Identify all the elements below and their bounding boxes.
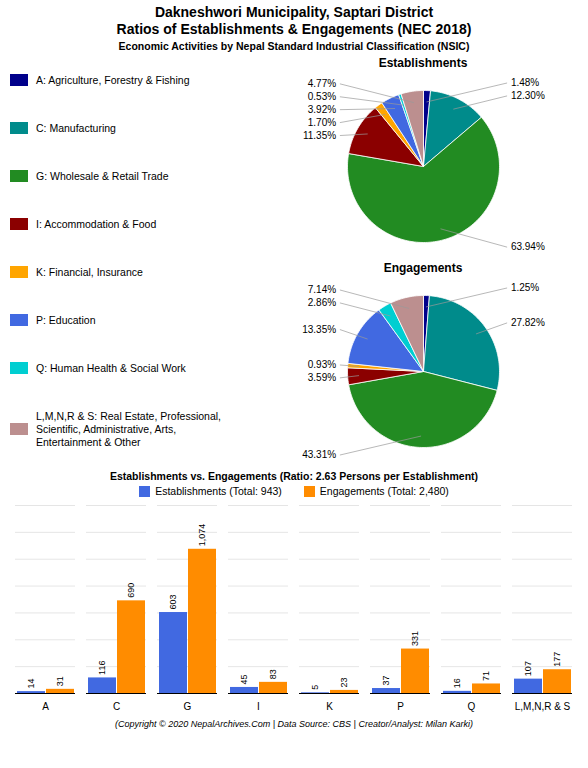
html-text:G: Wholesale & Retail Trade: G: Wholesale & Retail Trade	[36, 169, 169, 182]
svg-text:P: P	[397, 701, 404, 712]
svg-text:177: 177	[552, 652, 562, 667]
svg-text:690: 690	[126, 583, 136, 598]
svg-text:1,074: 1,074	[197, 524, 207, 547]
svg-text:43.31%: 43.31%	[302, 449, 336, 460]
svg-text:C: C	[113, 701, 120, 712]
svg-text:1.70%: 1.70%	[308, 117, 336, 128]
svg-text:107: 107	[523, 661, 533, 676]
svg-text:37: 37	[381, 676, 391, 686]
svg-text:83: 83	[268, 669, 278, 679]
html-text:(Copyright © 2020 NepalArchive: (Copyright © 2020 NepalArchives.Com | Da…	[115, 719, 473, 729]
html-text:Q: Human Health & Social Work: Q: Human Health & Social Work	[36, 361, 186, 374]
svg-text:16: 16	[452, 678, 462, 688]
svg-text:12.30%: 12.30%	[511, 90, 545, 101]
svg-text:11.35%: 11.35%	[303, 130, 336, 141]
svg-text:603: 603	[168, 594, 178, 609]
svg-text:14: 14	[26, 679, 36, 689]
svg-text:3.92%: 3.92%	[308, 104, 336, 115]
html-text:Establishments (Total: 943): Establishments (Total: 943)	[155, 485, 282, 497]
html-text:C: Manufacturing: C: Manufacturing	[36, 121, 116, 134]
svg-text:71: 71	[481, 671, 491, 681]
svg-text:331: 331	[410, 631, 420, 646]
html-text:I: Accommodation & Food: I: Accommodation & Food	[36, 217, 157, 230]
svg-text:Q: Q	[468, 701, 476, 712]
svg-text:116: 116	[97, 661, 107, 675]
svg-text:2.86%: 2.86%	[308, 297, 336, 308]
html-text:P: Education: P: Education	[36, 313, 96, 326]
svg-text:63.94%: 63.94%	[511, 241, 545, 252]
html-text:L,M,N,R & S: Real Estate, Prof: L,M,N,R & S: Real Estate, Professional, …	[36, 409, 221, 448]
svg-text:45: 45	[239, 674, 249, 684]
html-text:Establishments vs. Engagements: Establishments vs. Engagements (Ratio: 2…	[109, 470, 479, 482]
svg-text:4.77%: 4.77%	[308, 78, 336, 89]
svg-text:23: 23	[339, 677, 349, 687]
svg-text:13.35%: 13.35%	[302, 324, 336, 335]
svg-text:3.59%: 3.59%	[308, 372, 336, 383]
svg-text:1.25%: 1.25%	[511, 282, 539, 293]
svg-text:L,M,N,R & S: L,M,N,R & S	[515, 701, 571, 712]
svg-text:I: I	[257, 701, 260, 712]
html-text:Engagements: Engagements	[383, 261, 463, 275]
html-text:Economic Activities by Nepal S: Economic Activities by Nepal Standard In…	[118, 40, 470, 52]
svg-text:27.82%: 27.82%	[511, 317, 545, 328]
svg-text:0.53%: 0.53%	[308, 91, 336, 102]
svg-text:7.14%: 7.14%	[308, 284, 336, 295]
html-text:Ratios of Establishments & Eng: Ratios of Establishments & Engagements (…	[116, 21, 472, 37]
svg-text:G: G	[184, 701, 192, 712]
svg-text:1.48%: 1.48%	[511, 77, 539, 88]
html-text:A: Agriculture, Forestry & Fis: A: Agriculture, Forestry & Fishing	[36, 73, 190, 86]
svg-text:A: A	[42, 701, 49, 712]
html-text:K: Financial, Insurance: K: Financial, Insurance	[36, 265, 143, 278]
html-text:Dakneshwori Municipality, Sapt: Dakneshwori Municipality, Saptari Distri…	[154, 4, 434, 20]
svg-text:K: K	[326, 701, 333, 712]
svg-text:5: 5	[310, 685, 320, 690]
svg-text:0.93%: 0.93%	[308, 359, 336, 370]
html-text:Establishments: Establishments	[378, 56, 468, 70]
svg-text:31: 31	[55, 676, 65, 686]
html-text:Engagements (Total: 2,480): Engagements (Total: 2,480)	[319, 485, 449, 497]
